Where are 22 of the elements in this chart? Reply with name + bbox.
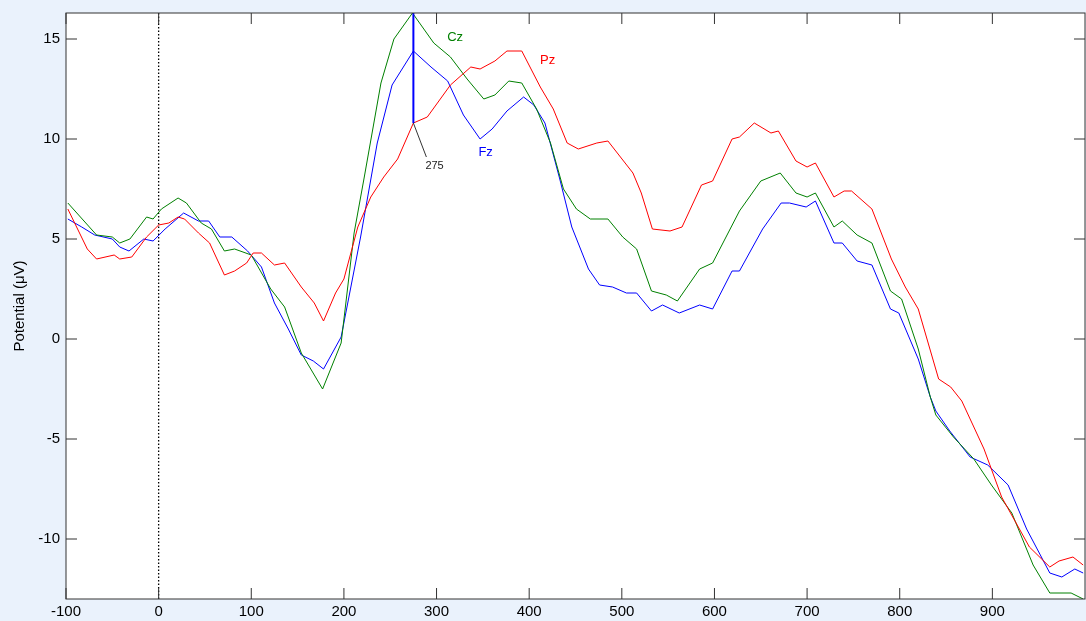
x-tick-label: 200 <box>331 602 357 619</box>
series-label: Fz <box>478 144 493 160</box>
x-tick-label: 100 <box>238 602 264 619</box>
y-tick-label: 15 <box>43 28 60 46</box>
x-tick-label: 0 <box>154 602 163 619</box>
x-tick-label: -100 <box>50 602 82 619</box>
x-tick-label: 300 <box>424 602 450 619</box>
x-tick-label: 800 <box>887 602 913 619</box>
x-tick-label: 400 <box>516 602 542 619</box>
y-tick-label: 5 <box>51 228 60 246</box>
y-tick-label: 10 <box>43 128 60 146</box>
series-label: Cz <box>447 29 464 45</box>
annotation: 275 <box>425 159 444 171</box>
y-axis-title: Potential (μV) <box>9 260 27 352</box>
y-tick-label: 0 <box>51 328 60 346</box>
x-tick-label: 500 <box>609 602 635 619</box>
y-tick-label: -10 <box>38 528 60 546</box>
y-tick-label: -5 <box>46 428 60 446</box>
x-tick-label: 900 <box>979 602 1005 619</box>
series-label: Pz <box>540 52 556 68</box>
x-tick-label: 600 <box>701 602 727 619</box>
x-tick-label: 700 <box>794 602 820 619</box>
